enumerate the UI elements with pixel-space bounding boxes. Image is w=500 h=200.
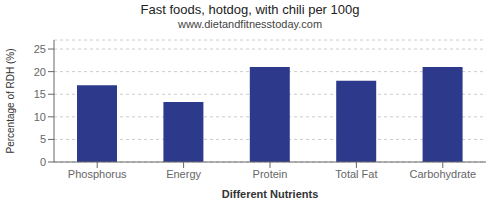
svg-text:Total Fat: Total Fat [335,168,377,180]
svg-text:Protein: Protein [253,168,288,180]
svg-text:5: 5 [40,133,46,145]
svg-text:20: 20 [34,66,46,78]
svg-text:10: 10 [34,111,46,123]
svg-text:Energy: Energy [166,168,201,180]
html-text:Fast foods, hotdog, with chili: Fast foods, hotdog, with chili per 100g [140,2,360,17]
svg-text:Different Nutrients: Different Nutrients [222,188,319,200]
svg-text:Carbohydrate: Carbohydrate [409,168,476,180]
svg-text:Phosphorus: Phosphorus [68,168,127,180]
svg-text:Percentage of RDH (%): Percentage of RDH (%) [5,48,16,153]
html-text:www.dietandfitnesstoday.com: www.dietandfitnesstoday.com [178,18,322,31]
svg-text:15: 15 [34,88,46,100]
svg-text:25: 25 [34,43,46,55]
svg-text:0: 0 [40,156,46,168]
